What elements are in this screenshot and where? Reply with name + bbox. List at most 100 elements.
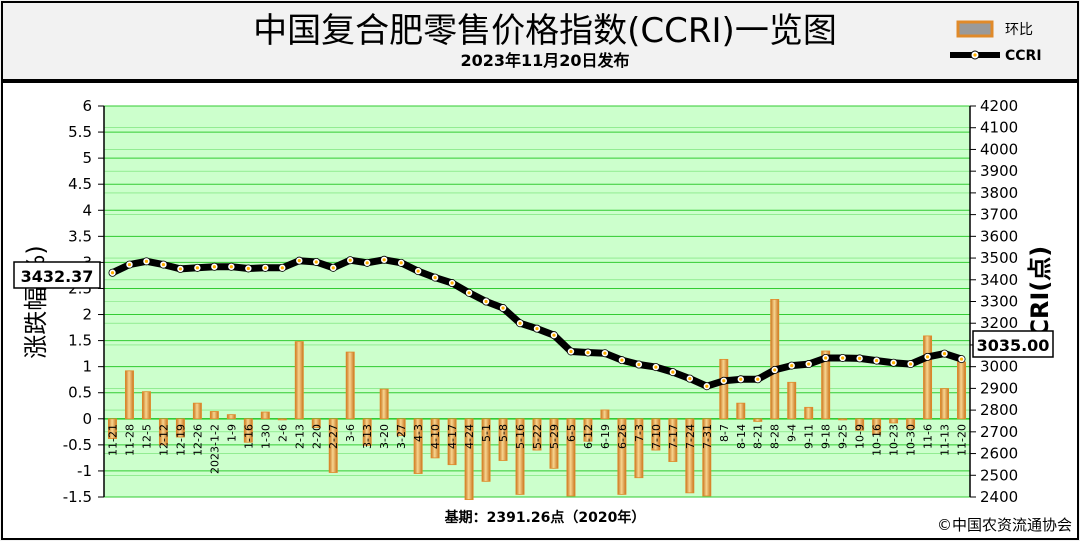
- x-tick-label: 6-5: [565, 424, 578, 442]
- bar: [821, 350, 831, 420]
- ccri-point-dot: [399, 261, 403, 265]
- bar: [447, 418, 457, 466]
- right-tick-label: 3600: [980, 227, 1018, 245]
- x-tick-label: 3-27: [395, 424, 408, 449]
- left-tick-label: -1: [77, 462, 92, 480]
- x-tick-label: 5-16: [514, 424, 527, 449]
- x-tick-label: 9-25: [837, 424, 850, 449]
- ccri-point: [838, 353, 847, 362]
- bar: [617, 418, 627, 495]
- ccri-point-dot: [518, 321, 522, 325]
- bar: [668, 418, 678, 462]
- right-tick-label: 3700: [980, 206, 1018, 224]
- ccri-point: [872, 356, 881, 365]
- ccri-point-dot: [858, 356, 862, 361]
- ccri-point-dot: [959, 357, 964, 361]
- x-tick-label: 2023-1-2: [208, 424, 221, 474]
- ccri-point-dot: [841, 356, 845, 360]
- x-tick-label: 1-30: [259, 424, 272, 449]
- ccri-point-dot: [603, 351, 607, 355]
- ccri-point-dot: [688, 377, 692, 381]
- x-tick-label: 12-26: [191, 424, 204, 456]
- end-value-callout: 3035.00: [972, 330, 1054, 358]
- ccri-point: [804, 360, 813, 369]
- x-tick-label: 8-21: [752, 424, 765, 449]
- x-tick-label: 4-17: [446, 424, 459, 449]
- left-tick-label: 4.5: [68, 175, 92, 193]
- ccri-point-dot: [824, 356, 828, 360]
- x-tick-label: 4-24: [463, 424, 476, 449]
- ccri-point: [940, 349, 949, 358]
- legend-bar-swatch: [956, 20, 994, 38]
- bar: [175, 418, 185, 438]
- bar: [634, 418, 644, 479]
- x-tick-label: 5-29: [548, 424, 561, 449]
- x-tick-label: 3-20: [378, 424, 391, 449]
- ccri-point-dot: [416, 269, 420, 273]
- bar: [481, 418, 491, 482]
- ccri-point-dot: [348, 258, 352, 262]
- x-tick-label: 12-19: [174, 424, 187, 456]
- x-tick-label: 9-11: [803, 424, 816, 449]
- chart-subtitle: 2023年11月20日发布: [460, 51, 629, 70]
- left-tick-label: 5: [82, 149, 92, 167]
- bar: [260, 411, 270, 420]
- x-tick-label: 12-5: [140, 424, 153, 449]
- right-tick-label: 3900: [980, 162, 1018, 180]
- ccri-point-dot: [552, 333, 556, 337]
- ccri-point: [549, 331, 558, 340]
- left-tick-label: 0.5: [68, 384, 92, 402]
- bar: [906, 418, 916, 429]
- x-tick-label: 12-12: [157, 424, 170, 456]
- x-tick-label: 4-10: [429, 424, 442, 449]
- bar: [328, 418, 338, 473]
- ccri-point-dot: [382, 258, 386, 262]
- start-value-label: 3432.37: [21, 267, 94, 286]
- bar: [872, 418, 882, 435]
- ccri-point: [176, 264, 185, 273]
- ccri-point-dot: [569, 349, 573, 354]
- ccri-point: [600, 349, 609, 358]
- legend-line-marker-dot: [973, 53, 977, 57]
- ccri-point: [465, 288, 474, 297]
- left-tick-label: -1.5: [63, 488, 92, 506]
- ccri-point-dot: [925, 355, 930, 359]
- ccri-point-dot: [739, 377, 743, 381]
- ccri-point: [397, 258, 406, 267]
- ccri-point-dot: [467, 291, 471, 295]
- bar: [226, 414, 236, 420]
- ccri-point-dot: [671, 370, 675, 374]
- ccri-point-dot: [875, 358, 879, 363]
- x-tick-label: 8-14: [735, 424, 748, 449]
- right-tick-label: 3800: [980, 184, 1018, 202]
- x-tick-label: 3-13: [361, 424, 374, 449]
- ccri-point: [380, 255, 389, 264]
- ccri-point-dot: [501, 306, 505, 310]
- ccri-point: [261, 263, 270, 272]
- ccri-point-dot: [654, 365, 658, 369]
- x-tick-label: 2-20: [310, 424, 323, 449]
- bar: [566, 418, 576, 497]
- ccri-point-dot: [705, 384, 709, 388]
- x-tick-label: 10-9: [854, 424, 867, 449]
- left-tick-label: 4: [82, 201, 92, 219]
- ccri-point: [634, 360, 643, 369]
- ccri-point: [753, 375, 762, 384]
- ccri-point: [770, 365, 779, 374]
- end-value-label: 3035.00: [977, 336, 1050, 355]
- ccri-point: [431, 273, 440, 282]
- bar: [498, 418, 508, 461]
- ccri-point-dot: [127, 262, 132, 267]
- left-tick-label: 1: [82, 358, 92, 376]
- ccri-point-dot: [110, 271, 115, 275]
- ccri-point-dot: [586, 350, 590, 355]
- ccri-point: [125, 260, 134, 269]
- x-tick-label: 2-27: [327, 424, 340, 449]
- x-tick-label: 6-26: [616, 424, 629, 449]
- ccri-point-dot: [756, 377, 760, 381]
- left-tick-label: -0.5: [63, 436, 92, 454]
- ccri-point: [583, 348, 592, 357]
- right-tick-label: 3200: [980, 314, 1018, 332]
